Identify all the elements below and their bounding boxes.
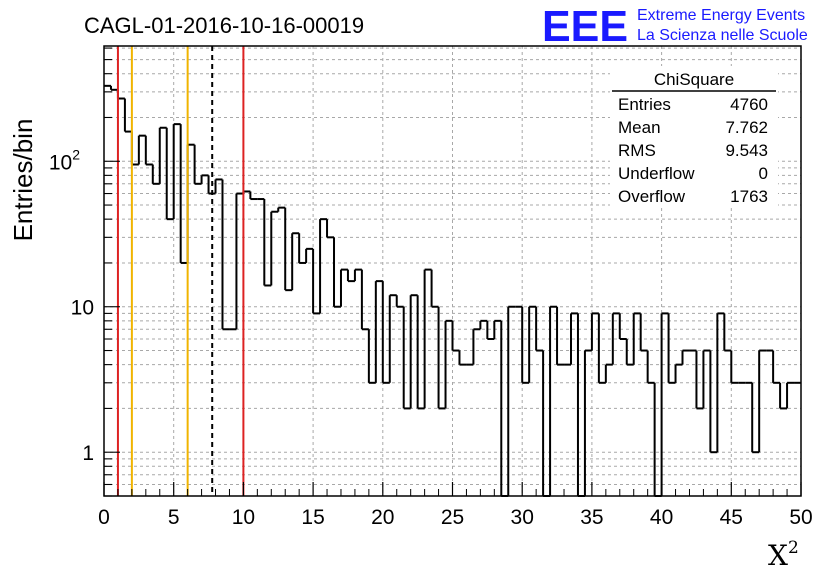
stats-label-mean: Mean [618,118,661,137]
x-tick-label: 20 [371,506,394,529]
stats-box-title: ChiSquare [654,70,734,89]
y-axis-label: Entries/bin [8,119,38,242]
x-tick-label: 15 [301,506,324,529]
stats-value-rms: 9.543 [725,141,768,160]
x-tick-label: 50 [789,506,812,529]
stats-value-mean: 7.762 [725,118,768,137]
stats-value-entries: 4760 [730,95,768,114]
x-tick-label: 0 [98,506,110,529]
y-tick-label: 102 [49,146,80,174]
eee-logo-line1: Extreme Energy Events [637,7,805,24]
y-tick-label: 10 [71,297,94,320]
x-tick-label: 10 [232,506,255,529]
stats-label-rms: RMS [618,141,656,160]
stats-box: ChiSquare Entries 4760 Mean 7.762 RMS 9.… [610,66,778,208]
histogram-layer [104,84,801,497]
eee-logo-mark: EEE [542,2,628,51]
x-axis-label-base: X [768,539,788,572]
stats-value-underflow: 0 [759,164,768,183]
y-tick-label-base: 10 [49,151,72,174]
x-tick-label: 40 [650,506,673,529]
chart-title: CAGL-01-2016-10-16-00019 [84,13,364,38]
x-tick-label: 25 [441,506,464,529]
x-tick-label: 45 [720,506,743,529]
eee-logo-line2: La Scienza nelle Scuole [637,27,808,44]
marker-lines-layer [116,46,245,496]
x-axis-label-superscript: 2 [788,538,799,558]
stats-value-overflow: 1763 [730,187,768,206]
x-tick-label: 35 [580,506,603,529]
stats-label-underflow: Underflow [618,164,695,183]
eee-logo: EEE Extreme Energy Events La Scienza nel… [542,2,808,51]
stats-box-background [610,66,778,208]
stats-label-overflow: Overflow [618,187,686,206]
y-tick-label-exponent: 2 [72,146,80,162]
x-axis-label: X2 [768,538,799,572]
stats-label-entries: Entries [618,95,671,114]
x-tick-label: 5 [168,506,180,529]
y-tick-label: 1 [82,442,94,465]
x-tick-label: 30 [511,506,534,529]
